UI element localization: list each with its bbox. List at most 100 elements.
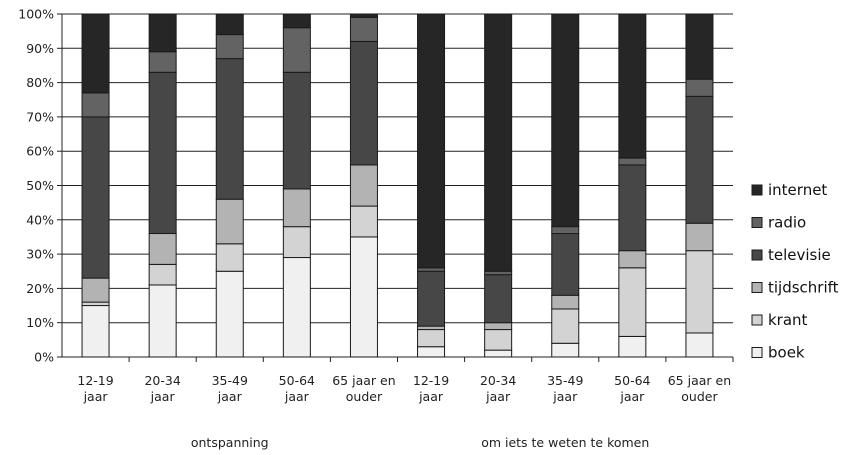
legend-label-tijdschrift: tijdschrift	[768, 279, 839, 297]
y-tick-label: 40%	[26, 212, 54, 227]
bar-segment-boek	[81, 305, 110, 358]
x-category-label: 50-64	[614, 373, 650, 388]
bar-segment-televisie	[685, 95, 714, 224]
legend-swatch-televisie	[751, 249, 763, 261]
y-tick-label: 10%	[26, 315, 54, 330]
y-tick-label: 30%	[26, 247, 54, 262]
bar-segment-tijdschrift	[148, 233, 177, 265]
bar-segment-internet	[484, 13, 513, 272]
bar-segment-boek	[618, 335, 647, 358]
bar-segment-krant	[551, 308, 580, 344]
bar-segment-tijdschrift	[551, 294, 580, 310]
x-category-label: ouder	[681, 389, 718, 404]
bar-segment-radio	[215, 34, 244, 60]
bar-segment-tijdschrift	[282, 188, 311, 228]
bar-segment-boek	[349, 236, 378, 358]
legend-swatch-radio	[751, 217, 763, 228]
x-category-label: 65 jaar en	[332, 373, 395, 388]
y-tick-label: 80%	[26, 75, 54, 90]
bar-segment-internet	[282, 13, 311, 29]
bar-segment-televisie	[618, 164, 647, 252]
bar-segment-radio	[551, 226, 580, 235]
x-category-label: 35-49	[547, 373, 583, 388]
bar-segment-radio	[618, 157, 647, 166]
bar-segment-boek	[282, 257, 311, 358]
y-tick-label: 50%	[26, 178, 54, 193]
x-category-label: 20-34	[144, 373, 180, 388]
legend-swatch-boek	[751, 347, 763, 358]
legend-swatch-krant	[751, 314, 763, 326]
bar-segment-internet	[685, 13, 714, 80]
bar-segment-internet	[551, 13, 580, 228]
x-category-label: ouder	[346, 389, 383, 404]
legend-label-internet: internet	[768, 181, 827, 199]
x-category-label: 12-19	[77, 373, 113, 388]
x-category-label: 20-34	[480, 373, 516, 388]
legend-label-boek: boek	[768, 344, 805, 362]
bar-segment-tijdschrift	[618, 250, 647, 269]
bar-segment-internet	[349, 13, 378, 18]
bar-segment-krant	[618, 267, 647, 337]
bar-segment-radio	[282, 27, 311, 73]
bar-segment-radio	[484, 270, 513, 276]
bar-segment-tijdschrift	[81, 277, 110, 303]
x-category-label: jaar	[284, 389, 310, 404]
bar-segment-radio	[417, 267, 446, 272]
y-tick-label: 100%	[18, 7, 54, 22]
bar-segment-tijdschrift	[349, 164, 378, 207]
bar-segment-radio	[349, 16, 378, 42]
bar-segment-internet	[148, 13, 177, 53]
bar-segment-televisie	[81, 116, 110, 279]
bar-segment-radio	[148, 51, 177, 73]
bar-segment-televisie	[551, 233, 580, 296]
bar-segment-internet	[81, 13, 110, 94]
bar-segment-krant	[417, 329, 446, 348]
legend-label-televisie: televisie	[768, 246, 831, 264]
legend-swatch-internet	[751, 184, 763, 196]
y-tick-label: 20%	[26, 281, 54, 296]
x-category-label: 50-64	[279, 373, 315, 388]
y-tick-label: 0%	[34, 350, 54, 365]
x-category-label: jaar	[552, 389, 578, 404]
y-tick-label: 60%	[26, 144, 54, 159]
x-category-label: 65 jaar en	[668, 373, 731, 388]
legend-swatch-tijdschrift	[751, 282, 763, 293]
bar-segment-radio	[685, 78, 714, 97]
bar-segment-krant	[349, 205, 378, 238]
bar-segment-tijdschrift	[685, 222, 714, 252]
x-category-label: 35-49	[212, 373, 248, 388]
bar-segment-boek	[685, 332, 714, 358]
bar-segment-televisie	[484, 274, 513, 324]
bar-segment-krant	[215, 243, 244, 272]
x-category-label: jaar	[418, 389, 444, 404]
bar-segment-krant	[282, 226, 311, 259]
bar-segment-televisie	[215, 58, 244, 200]
bar-segment-boek	[215, 270, 244, 358]
bar-segment-televisie	[148, 71, 177, 235]
bar-segment-televisie	[282, 71, 311, 190]
bar-segment-televisie	[417, 270, 446, 327]
bar-segment-boek	[551, 342, 580, 358]
bar-segment-krant	[484, 329, 513, 351]
bar-segment-tijdschrift	[417, 325, 446, 331]
bar-segment-krant	[685, 250, 714, 334]
bar-segment-radio	[81, 92, 110, 118]
bar-segment-krant	[148, 263, 177, 286]
bar-segment-internet	[618, 13, 647, 159]
bar-segment-boek	[484, 349, 513, 358]
bar-segment-boek	[417, 346, 446, 358]
bar-segment-televisie	[349, 40, 378, 166]
bar-segment-boek	[148, 284, 177, 358]
x-category-label: jaar	[485, 389, 511, 404]
x-group-label: om iets te weten te komen	[481, 435, 649, 450]
x-category-label: jaar	[619, 389, 645, 404]
x-category-label: jaar	[217, 389, 243, 404]
x-category-label: 12-19	[413, 373, 449, 388]
bar-segment-tijdschrift	[484, 322, 513, 331]
y-tick-label: 70%	[26, 109, 54, 124]
legend-label-radio: radio	[768, 214, 806, 232]
bar-segment-internet	[215, 13, 244, 36]
bar-segment-tijdschrift	[215, 198, 244, 245]
